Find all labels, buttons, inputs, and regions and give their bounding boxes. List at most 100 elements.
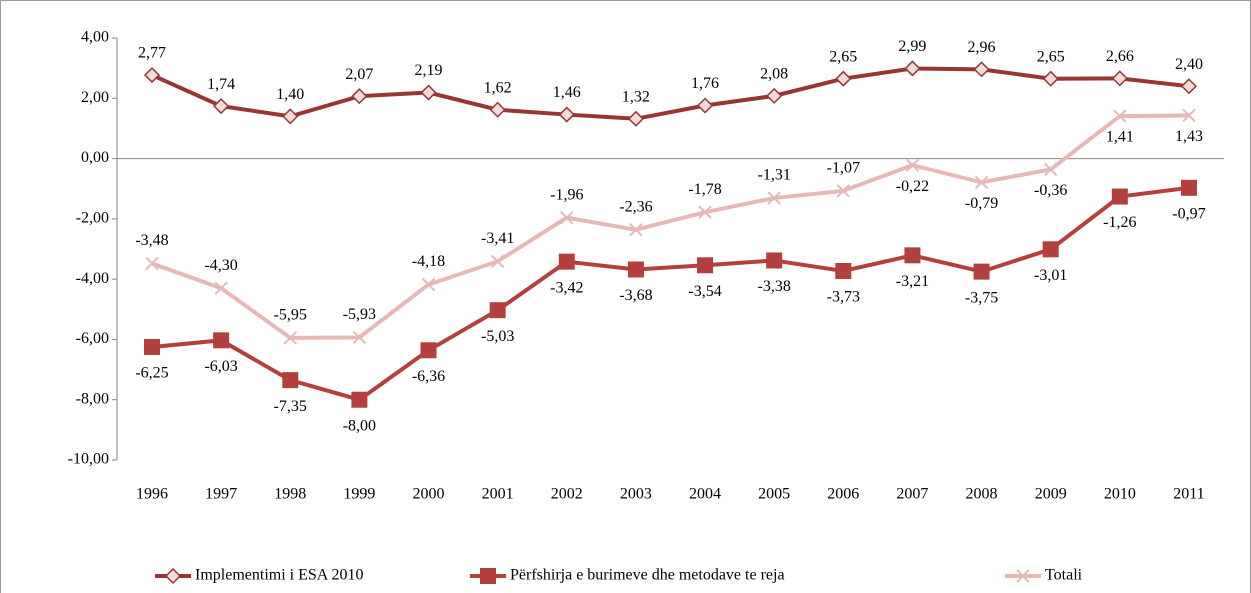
data-label: -3,54 (688, 283, 721, 300)
legend-item: Implementimi i ESA 2010 (155, 567, 363, 585)
data-point (974, 175, 989, 190)
data-label: 1,62 (484, 79, 512, 96)
x-tick-label: 2001 (482, 486, 514, 503)
data-label: -3,42 (550, 279, 583, 296)
data-point (558, 253, 575, 270)
data-label: -5,93 (343, 306, 376, 323)
y-tick-label: -6,00 (76, 330, 109, 347)
data-label: 1,43 (1175, 128, 1203, 145)
data-point (767, 191, 781, 205)
data-label: -3,38 (758, 278, 791, 295)
data-label: -1,26 (1103, 214, 1136, 231)
data-label: -7,35 (274, 398, 307, 415)
data-label: -4,18 (412, 253, 445, 270)
data-label: 1,41 (1106, 129, 1134, 146)
y-tick-label: -8,00 (76, 390, 109, 407)
data-point (698, 205, 712, 219)
data-point (143, 67, 161, 84)
data-label: 2,96 (968, 39, 996, 56)
x-tick-label: 2002 (551, 486, 583, 503)
x-tick-label: 2005 (758, 486, 790, 503)
data-label: -3,48 (135, 232, 168, 249)
y-tick-label: -2,00 (76, 210, 109, 227)
data-point (627, 110, 644, 127)
data-label: 2,19 (415, 62, 443, 79)
data-label: -6,36 (412, 368, 445, 385)
data-point (973, 263, 990, 280)
data-label: -1,96 (550, 186, 583, 203)
x-tick-label: 2009 (1035, 486, 1067, 503)
data-point (835, 70, 852, 87)
data-point (1042, 241, 1059, 258)
data-point (420, 342, 437, 359)
data-point (697, 257, 714, 274)
data-label: -5,95 (274, 307, 307, 324)
x-tick-label: 2004 (689, 486, 721, 503)
x-tick-label: 2006 (827, 486, 859, 503)
y-tick-label: 4,00 (81, 29, 109, 46)
data-point (282, 372, 299, 389)
data-label: 2,66 (1106, 48, 1134, 65)
data-label: -1,31 (758, 167, 791, 184)
x-tick-label: 2011 (1173, 486, 1204, 503)
data-point (558, 106, 575, 123)
data-point (351, 88, 368, 105)
data-label: -3,41 (481, 230, 514, 247)
data-point (1111, 188, 1128, 205)
data-label: -0,22 (896, 178, 929, 195)
data-point (836, 184, 851, 198)
data-label: -6,03 (204, 358, 237, 375)
data-point (696, 97, 714, 114)
data-label: 2,40 (1175, 56, 1203, 73)
legend-marker (480, 568, 496, 584)
data-point (1042, 70, 1059, 87)
legend-marker (1016, 569, 1030, 583)
data-label: 2,65 (1037, 48, 1065, 65)
data-point (1111, 70, 1128, 87)
x-tick-label: 1996 (136, 486, 168, 503)
data-label: 2,07 (345, 66, 373, 83)
y-tick-label: -4,00 (76, 270, 109, 287)
data-label: -3,01 (1034, 267, 1067, 284)
data-label: 2,08 (760, 66, 788, 83)
legend-label: Implementimi i ESA 2010 (195, 567, 363, 584)
data-point (352, 330, 367, 345)
data-label: -0,36 (1034, 182, 1067, 199)
legend-item: Përfshirja e burimeve dhe metodave te re… (470, 567, 785, 584)
y-tick-label: 0,00 (81, 149, 109, 166)
data-label: 1,32 (622, 88, 650, 105)
data-label: -3,73 (827, 289, 860, 306)
x-tick-label: 1998 (274, 486, 306, 503)
data-point (905, 158, 920, 172)
x-tick-label: 2000 (413, 486, 445, 503)
y-tick-label: 2,00 (81, 89, 109, 106)
y-tick-label: -10,00 (68, 451, 109, 468)
data-point (420, 84, 437, 101)
data-label: 1,46 (553, 84, 581, 101)
data-point (144, 338, 160, 355)
data-label: -6,25 (135, 365, 168, 382)
data-point (904, 247, 921, 264)
legend-label: Totali (1045, 567, 1083, 584)
data-point (1180, 78, 1198, 95)
data-label: -3,68 (619, 287, 652, 304)
data-label: -1,07 (827, 159, 860, 176)
series-line (151, 185, 1190, 402)
data-label: 2,99 (898, 38, 926, 55)
data-point (973, 61, 990, 78)
x-tick-label: 2008 (966, 486, 998, 503)
data-label: -5,03 (481, 328, 514, 345)
data-label: -3,75 (965, 289, 998, 306)
data-point (835, 263, 852, 280)
data-label: -8,00 (343, 417, 376, 434)
x-tick-label: 1997 (205, 486, 237, 503)
data-point (421, 277, 436, 292)
x-tick-label: 2010 (1104, 486, 1136, 503)
data-point (1113, 109, 1127, 123)
data-point (351, 391, 368, 408)
x-tick-label: 2007 (896, 486, 928, 503)
data-label: -0,79 (965, 195, 998, 212)
data-point (629, 223, 643, 237)
data-point (904, 60, 921, 77)
legend-item: Totali (1005, 567, 1083, 584)
